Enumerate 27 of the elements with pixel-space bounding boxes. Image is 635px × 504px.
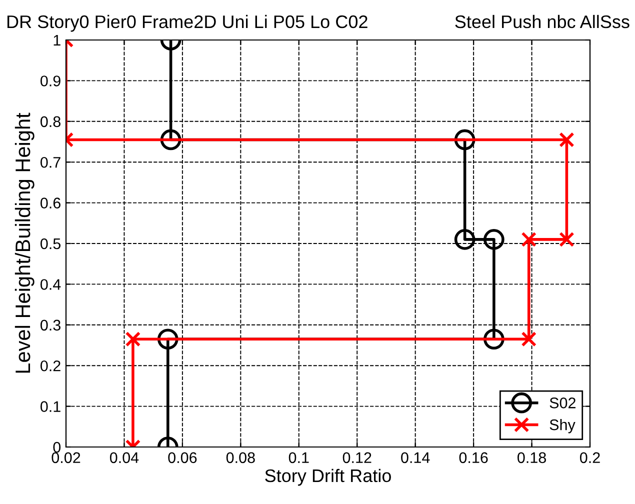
- y-tick-label: 0.2: [40, 360, 60, 372]
- y-axis-title: Level Height/Building Height: [14, 112, 34, 373]
- legend-label: S02: [550, 398, 576, 408]
- x-tick-label: 0.2: [580, 452, 600, 464]
- x-tick-label: 0.08: [226, 452, 255, 464]
- y-tick-label: 0.9: [40, 76, 60, 86]
- x-tick-label: 0.02: [52, 452, 80, 464]
- x-tick-label: 0.04: [110, 452, 139, 464]
- chart-title: DR Story0 Pier0 Frame2D Uni Li P05 Lo C02: [7, 14, 368, 32]
- y-tick-label: 0: [53, 442, 61, 453]
- y-tick-label: 0.6: [40, 198, 60, 208]
- chart-subtitle: Steel Push nbc AllSss: [455, 14, 630, 28]
- x-tick-label: 0.1: [288, 452, 309, 464]
- x-tick-label: 0.18: [518, 452, 546, 464]
- y-tick-label: 0.4: [40, 279, 61, 290]
- y-tick-label: 0.5: [40, 238, 60, 250]
- y-tick-label: 1: [54, 35, 60, 46]
- y-tick-label: 0.1: [40, 401, 60, 412]
- y-tick-label: 0.3: [40, 320, 60, 331]
- legend-label: Shy: [550, 419, 576, 434]
- x-tick-label: 0.16: [459, 452, 488, 464]
- y-tick-label: 0.7: [40, 156, 60, 168]
- x-tick-label: 0.12: [342, 452, 372, 464]
- x-axis-title: Story Drift Ratio: [265, 468, 391, 486]
- y-tick-label: 0.8: [40, 116, 60, 128]
- x-tick-label: 0.06: [168, 452, 197, 464]
- x-tick-label: 0.14: [401, 452, 430, 464]
